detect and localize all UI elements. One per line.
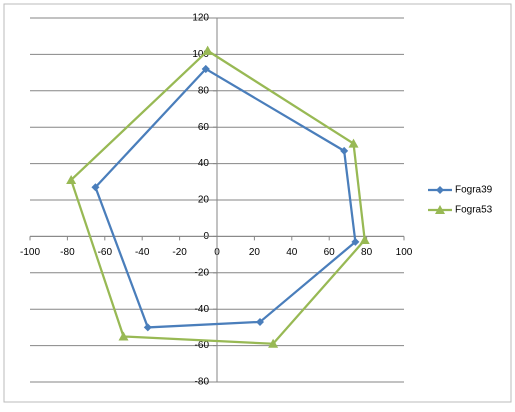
x-tick-label: 60 xyxy=(324,247,336,258)
marker xyxy=(340,146,349,155)
y-tick-label: -40 xyxy=(195,304,210,315)
y-tick-label: 80 xyxy=(198,85,210,96)
y-tick-label: 100 xyxy=(192,49,209,60)
marker xyxy=(202,45,213,55)
x-tick-label: 80 xyxy=(361,247,373,258)
x-tick-label: -60 xyxy=(98,247,113,258)
marker xyxy=(256,317,265,326)
x-tick-label: 40 xyxy=(286,247,298,258)
marker xyxy=(268,338,279,348)
y-tick-label: -80 xyxy=(195,377,210,388)
marker xyxy=(66,174,77,184)
x-tick-label: 100 xyxy=(396,247,413,258)
y-tick-label: 120 xyxy=(192,13,209,24)
marker xyxy=(143,323,152,332)
marker xyxy=(351,237,360,246)
x-tick-label: 20 xyxy=(249,247,261,258)
y-tick-label: -60 xyxy=(195,340,210,351)
x-tick-label: -100 xyxy=(20,247,40,258)
x-tick-label: -40 xyxy=(135,247,150,258)
marker xyxy=(436,186,444,194)
marker xyxy=(201,64,210,73)
y-tick-label: 40 xyxy=(198,158,210,169)
chart-area xyxy=(3,3,512,403)
marker xyxy=(118,331,129,341)
marker xyxy=(348,138,359,148)
legend-label: Fogra39 xyxy=(455,185,493,196)
x-tick-label: -80 xyxy=(60,247,75,258)
marker xyxy=(91,183,100,192)
marker xyxy=(359,235,370,245)
marker xyxy=(435,205,445,214)
y-tick-label: 60 xyxy=(198,122,210,133)
x-tick-label: -20 xyxy=(172,247,187,258)
y-tick-label: -20 xyxy=(195,267,210,278)
y-tick-label: 20 xyxy=(198,195,210,206)
legend-label: Fogra53 xyxy=(455,205,493,216)
